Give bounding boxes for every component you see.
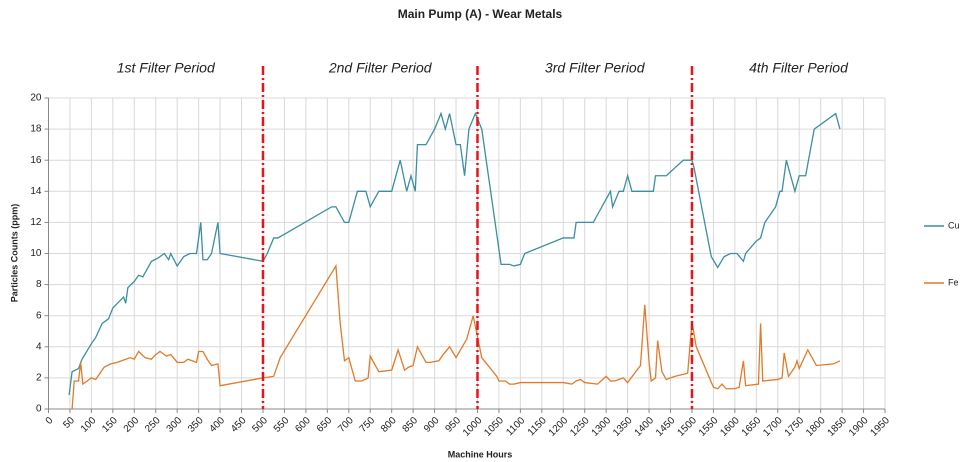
- x-axis-title: Machine Hours: [448, 449, 513, 459]
- x-tick-label: 1650: [740, 415, 764, 439]
- x-tick-label: 700: [336, 415, 356, 435]
- x-tick-label: 950: [443, 415, 463, 435]
- y-axis-title: Particles Counts (ppm): [9, 204, 19, 303]
- series-line: [68, 111, 841, 396]
- y-tick-label: 6: [36, 310, 42, 321]
- x-tick-label: 1000: [461, 415, 485, 439]
- x-tick-label: 650: [315, 415, 335, 435]
- x-tick-label: 1300: [590, 415, 614, 439]
- x-tick-label: 1100: [504, 415, 527, 438]
- period-label: 4th Filter Period: [749, 60, 849, 76]
- period-label: 3rd Filter Period: [545, 60, 646, 76]
- x-tick-label: 50: [61, 415, 77, 431]
- x-tick-label: 1900: [847, 415, 871, 439]
- y-tick-label: 4: [36, 341, 42, 352]
- x-tick-label: 450: [229, 415, 249, 435]
- x-tick-label: 500: [250, 415, 270, 435]
- y-tick-label: 8: [36, 279, 42, 290]
- x-tick-label: 100: [79, 415, 99, 435]
- x-tick-label: 800: [379, 415, 399, 435]
- x-tick-label: 0: [44, 415, 56, 427]
- x-tick-label: 1850: [826, 415, 850, 439]
- x-tick-label: 1250: [568, 415, 592, 439]
- x-tick-label: 1450: [654, 415, 678, 439]
- x-tick-label: 350: [186, 415, 206, 435]
- period-label: 1st Filter Period: [117, 60, 216, 76]
- legend-label: Cu: [948, 220, 960, 230]
- x-tick-label: 300: [165, 415, 185, 435]
- y-tick-label: 12: [30, 217, 42, 228]
- x-tick-label: 1500: [675, 415, 699, 439]
- x-tick-label: 750: [358, 415, 378, 435]
- x-tick-label: 850: [401, 415, 421, 435]
- x-tick-label: 1200: [547, 415, 571, 439]
- y-tick-label: 2: [36, 373, 42, 384]
- x-tick-label: 550: [272, 415, 292, 435]
- x-tick-label: 1550: [697, 415, 721, 439]
- y-tick-label: 14: [30, 186, 42, 197]
- x-tick-label: 1800: [804, 415, 828, 439]
- x-tick-label: 200: [122, 415, 142, 435]
- x-tick-label: 1700: [761, 415, 785, 439]
- y-tick-label: 16: [30, 155, 42, 166]
- x-tick-label: 150: [100, 415, 120, 435]
- x-tick-label: 1350: [611, 415, 635, 439]
- x-tick-label: 1150: [526, 415, 549, 438]
- x-tick-label: 900: [422, 415, 442, 435]
- x-tick-label: 1950: [868, 415, 892, 439]
- period-label: 2nd Filter Period: [328, 60, 433, 76]
- y-tick-label: 10: [30, 248, 42, 259]
- x-tick-label: 1750: [783, 415, 807, 439]
- x-tick-label: 1050: [482, 415, 506, 439]
- y-tick-label: 20: [30, 93, 42, 104]
- y-tick-label: 0: [36, 404, 42, 415]
- chart-title: Main Pump (A) - Wear Metals: [398, 7, 563, 21]
- x-tick-label: 400: [208, 415, 228, 435]
- x-tick-label: 1400: [633, 415, 657, 439]
- x-tick-label: 250: [143, 415, 163, 435]
- x-tick-label: 600: [293, 415, 313, 435]
- y-tick-label: 18: [30, 124, 42, 135]
- x-tick-label: 1600: [718, 415, 742, 439]
- legend-label: Fe: [948, 277, 959, 287]
- series-line: [71, 263, 841, 410]
